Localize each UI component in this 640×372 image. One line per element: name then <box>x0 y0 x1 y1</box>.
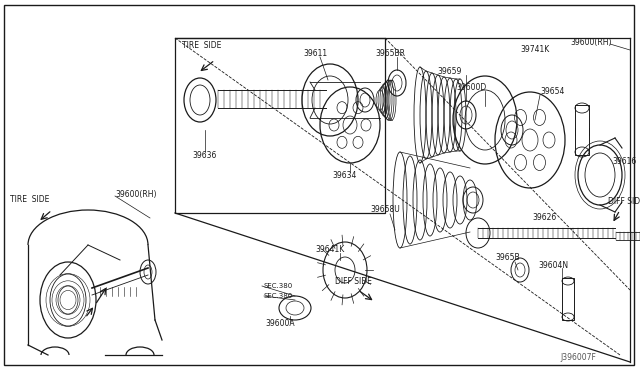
Text: 39654: 39654 <box>540 87 564 96</box>
Text: 39604N: 39604N <box>538 262 568 270</box>
Text: 39600(RH): 39600(RH) <box>570 38 611 46</box>
Text: 39658U: 39658U <box>370 205 400 215</box>
Text: TIRE  SIDE: TIRE SIDE <box>182 42 221 51</box>
Text: 39600D: 39600D <box>457 83 487 93</box>
Text: 3965BR: 3965BR <box>375 49 405 58</box>
Bar <box>175 38 385 213</box>
Text: 39659: 39659 <box>438 67 462 77</box>
Text: 39611: 39611 <box>303 49 327 58</box>
Text: SEC.380: SEC.380 <box>264 283 293 289</box>
Text: 39600A: 39600A <box>265 320 295 328</box>
Text: DIFF SIDE: DIFF SIDE <box>335 278 372 286</box>
Text: 39636: 39636 <box>193 151 217 160</box>
Text: TIRE  SIDE: TIRE SIDE <box>10 196 49 205</box>
Text: 39600(RH): 39600(RH) <box>115 189 157 199</box>
Bar <box>562 278 574 320</box>
Text: 39626: 39626 <box>533 214 557 222</box>
Text: 39634: 39634 <box>333 170 357 180</box>
Text: SEC.380: SEC.380 <box>264 293 293 299</box>
Text: DIFF SIDE: DIFF SIDE <box>608 198 640 206</box>
Text: 39616: 39616 <box>612 157 636 167</box>
Text: 3965B: 3965B <box>496 253 520 263</box>
Text: 39641K: 39641K <box>316 246 344 254</box>
Text: 39741K: 39741K <box>520 45 550 55</box>
Bar <box>575 105 589 155</box>
Text: J396007F: J396007F <box>560 353 596 362</box>
